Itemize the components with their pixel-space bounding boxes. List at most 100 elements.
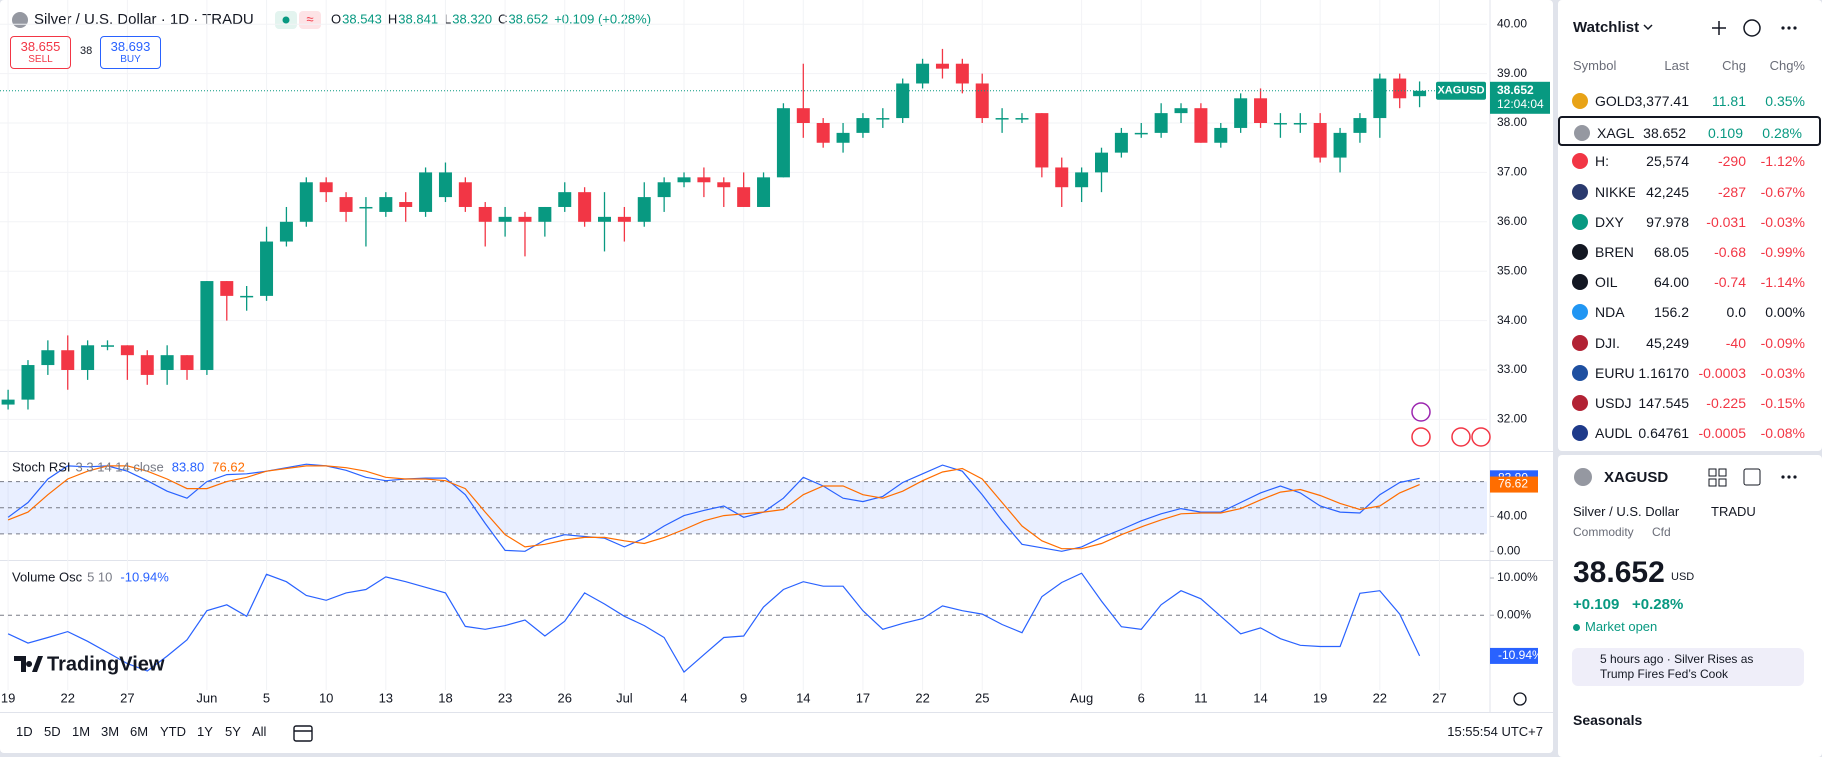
row-chg: -40 bbox=[1725, 334, 1746, 351]
row-icon bbox=[1572, 364, 1588, 381]
x-tick-label: 26 bbox=[558, 690, 572, 705]
x-tick-label: 11 bbox=[1194, 690, 1208, 705]
candle-body bbox=[637, 197, 651, 222]
range-button[interactable]: 1M bbox=[72, 724, 91, 739]
candle-body bbox=[1114, 132, 1128, 153]
x-tick-label: 27 bbox=[1432, 690, 1446, 705]
row-icon bbox=[1572, 425, 1588, 442]
add-icon[interactable] bbox=[1712, 21, 1726, 35]
market-dot bbox=[282, 16, 290, 24]
details-symbol: XAGUSD bbox=[1604, 469, 1669, 486]
y-tick-label: 40.00 bbox=[1497, 509, 1527, 523]
candle-body bbox=[1015, 118, 1029, 120]
ohlc-value: 38.652 bbox=[508, 11, 548, 26]
chart-icon[interactable] bbox=[1743, 19, 1761, 37]
y-tick-label: 10.00% bbox=[1497, 570, 1538, 584]
y-tick-label: 39.00 bbox=[1497, 66, 1527, 80]
candle-body bbox=[1413, 90, 1427, 97]
watchlist-row[interactable]: NIKKE 42,245 -287 -0.67% bbox=[1558, 177, 1822, 207]
range-button[interactable]: 6M bbox=[130, 724, 149, 739]
row-chg: -0.225 bbox=[1706, 395, 1746, 411]
x-tick-label: 25 bbox=[975, 690, 989, 705]
candle-body bbox=[677, 177, 691, 183]
column-header: Chg bbox=[1722, 58, 1746, 73]
news-card[interactable]: 5 hours ago · Silver Rises as Trump Fire… bbox=[1572, 648, 1804, 686]
event-icon bbox=[1451, 427, 1471, 447]
range-button[interactable]: YTD bbox=[160, 724, 186, 739]
x-tick-label: 18 bbox=[438, 690, 452, 705]
range-button[interactable]: 5D bbox=[44, 724, 61, 739]
status-icon: ≈ bbox=[306, 11, 313, 26]
more-icon[interactable] bbox=[1781, 26, 1785, 30]
row-icon bbox=[1572, 93, 1588, 109]
row-pct: -0.08% bbox=[1760, 425, 1805, 442]
sell-button[interactable]: 38.655 SELL bbox=[10, 36, 71, 69]
x-tick-label: 14 bbox=[1253, 690, 1267, 705]
range-button[interactable]: All bbox=[252, 724, 267, 739]
range-button[interactable]: 3M bbox=[101, 724, 120, 739]
candle-body bbox=[180, 355, 194, 370]
watchlist-row[interactable]: BREN 68.05 -0.68 -0.99% bbox=[1558, 237, 1822, 267]
candle-body bbox=[419, 172, 433, 212]
candle-body bbox=[617, 216, 631, 222]
x-tick-label: 19 bbox=[1313, 690, 1327, 705]
candle-body bbox=[1273, 123, 1287, 125]
watchlist-row[interactable]: H: 25,574 -290 -1.12% bbox=[1558, 146, 1822, 176]
watchlist-row[interactable]: EURU 1.16170 -0.0003 -0.03% bbox=[1558, 358, 1822, 388]
row-symbol: EURU bbox=[1595, 364, 1635, 381]
calendar-icon[interactable] bbox=[291, 722, 315, 744]
buy-button[interactable]: 38.693 BUY bbox=[100, 36, 161, 69]
candle-body bbox=[120, 345, 134, 356]
row-symbol: NDA bbox=[1595, 304, 1625, 321]
watchlist-title[interactable]: Watchlist bbox=[1573, 19, 1640, 36]
row-pct: 0.28% bbox=[1762, 125, 1802, 142]
watchlist-row[interactable]: USDJ 147.545 -0.225 -0.15% bbox=[1558, 388, 1822, 418]
row-symbol: XAGL bbox=[1597, 125, 1635, 142]
row-pct: -0.99% bbox=[1760, 244, 1805, 260]
row-icon bbox=[1572, 153, 1588, 170]
spread: 38 bbox=[80, 45, 93, 57]
y-tick-label: 35.00 bbox=[1497, 263, 1527, 277]
ohlc-change: +0.109 (+0.28%) bbox=[554, 11, 651, 26]
candle-body bbox=[1134, 132, 1148, 135]
watchlist-row[interactable]: AUDL 0.64761 -0.0005 -0.08% bbox=[1558, 418, 1822, 448]
row-chg: 11.81 bbox=[1712, 93, 1746, 109]
row-chg: -0.031 bbox=[1706, 213, 1746, 230]
candle-body bbox=[717, 182, 731, 188]
range-button[interactable]: 1D bbox=[16, 724, 33, 739]
x-tick-label: 9 bbox=[740, 690, 747, 705]
indicator-value: 83.80 bbox=[172, 459, 205, 474]
details-change: +0.109 bbox=[1573, 596, 1620, 613]
watchlist-row[interactable]: NDA 156.2 0.0 0.00% bbox=[1558, 297, 1822, 327]
row-symbol: USDJ bbox=[1595, 395, 1632, 411]
logo-mark bbox=[14, 656, 43, 672]
column-header: Last bbox=[1664, 58, 1689, 73]
ohlc-value: 38.841 bbox=[398, 11, 438, 26]
range-button[interactable]: 5Y bbox=[225, 724, 241, 739]
row-last: 38.652 bbox=[1643, 125, 1686, 142]
watchlist-row[interactable]: GOLD 3,377.41 11.81 0.35% bbox=[1558, 86, 1822, 116]
value-badge bbox=[1490, 476, 1538, 493]
y-tick-label: 32.00 bbox=[1497, 412, 1527, 426]
x-tick-label: 19 bbox=[1, 690, 15, 705]
range-button[interactable]: 1Y bbox=[197, 724, 213, 739]
watchlist-row[interactable]: XAGL 38.652 0.109 0.28% bbox=[1558, 116, 1821, 147]
row-chg: -0.0003 bbox=[1698, 364, 1746, 381]
watchlist-row[interactable]: DJI. 45,249 -40 -0.09% bbox=[1558, 328, 1822, 358]
candle-body bbox=[737, 187, 751, 207]
y-tick-label: 38.00 bbox=[1497, 115, 1527, 129]
candle-body bbox=[1373, 78, 1387, 119]
sell-label: SELL bbox=[28, 54, 53, 65]
candle-body bbox=[916, 63, 930, 84]
watchlist-row[interactable]: OIL 64.00 -0.74 -1.14% bbox=[1558, 267, 1822, 297]
y-tick-label: 33.00 bbox=[1497, 362, 1527, 376]
event-icon bbox=[1411, 427, 1431, 447]
row-icon bbox=[1572, 213, 1588, 230]
symbol-badge bbox=[1436, 81, 1486, 100]
watchlist-row[interactable]: DXY 97.978 -0.031 -0.03% bbox=[1558, 207, 1822, 237]
x-tick-label: 22 bbox=[61, 690, 75, 705]
chart: Silver / U.S. Dollar · 1D · TRADU ≈ O 38.… bbox=[0, 0, 1553, 712]
ohlc-letter: C bbox=[498, 11, 507, 26]
chevron[interactable] bbox=[1643, 24, 1653, 31]
value-badge bbox=[1490, 647, 1538, 664]
